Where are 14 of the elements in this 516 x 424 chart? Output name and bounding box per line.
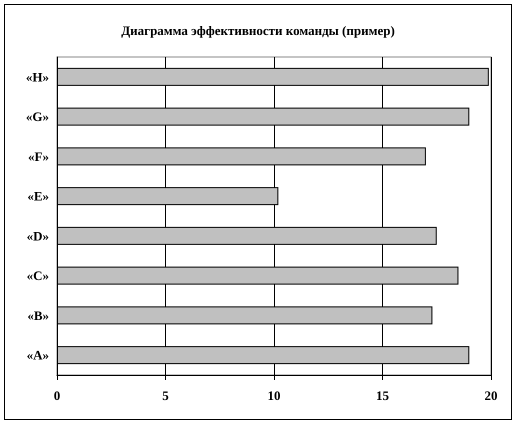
chart-title: Диаграмма эффективности команды (пример) [121, 23, 395, 38]
x-tick-label: 20 [484, 388, 498, 403]
x-tick-label: 0 [54, 388, 60, 403]
y-tick-label: «F» [28, 148, 49, 164]
y-tick-label: «C» [26, 268, 49, 284]
x-tick-label: 5 [162, 388, 170, 403]
x-tick-label: 15 [376, 388, 390, 403]
y-tick-label: «D» [26, 228, 49, 244]
y-tick-label: «H» [26, 69, 49, 84]
y-tick-label: «G» [26, 109, 49, 124]
y-tick-label: «A» [26, 348, 49, 363]
y-tick-label: «E» [27, 188, 49, 204]
y-tick-label: «B» [27, 308, 49, 323]
x-tick-label: 10 [268, 388, 280, 403]
